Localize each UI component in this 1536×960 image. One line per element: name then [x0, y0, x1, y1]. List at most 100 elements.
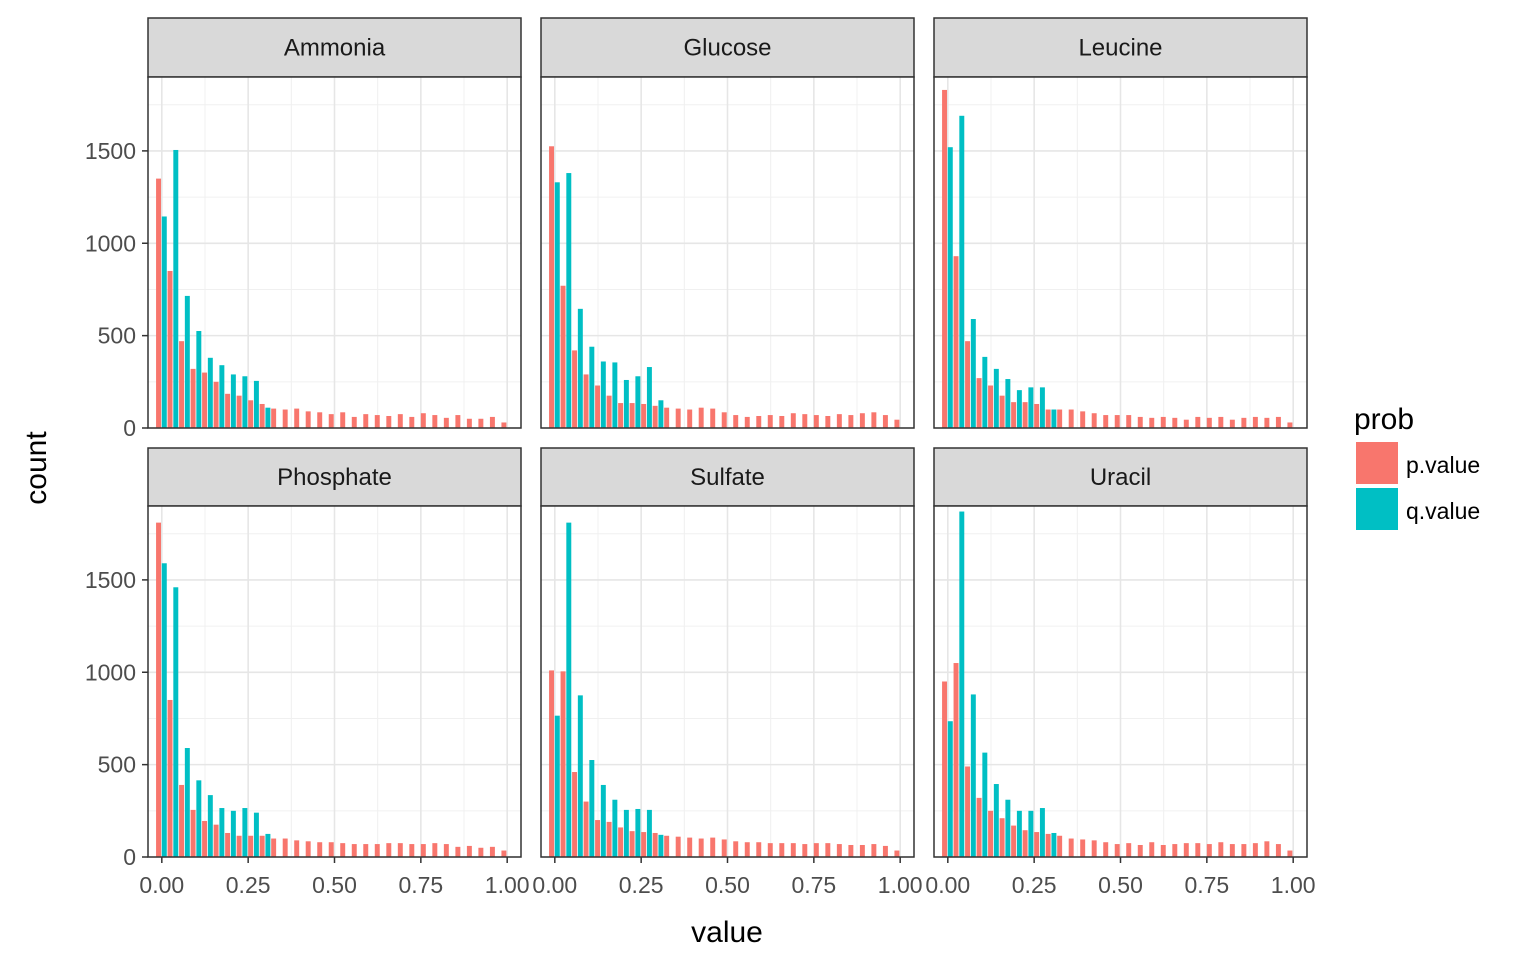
bar-p-value: [813, 843, 819, 857]
bar-p-value: [894, 419, 900, 428]
facet-leucine: Leucine: [933, 17, 1308, 429]
bar-p-value: [767, 843, 773, 857]
bar-q-value: [947, 721, 953, 857]
x-tick-label: 1.00: [878, 872, 923, 898]
bar-q-value: [646, 367, 652, 428]
bar-p-value: [606, 821, 612, 857]
bar-p-value: [965, 766, 971, 857]
bar-p-value: [1068, 838, 1074, 857]
bar-p-value: [282, 409, 288, 428]
bar-q-value: [566, 522, 572, 857]
bar-q-value: [1028, 387, 1034, 428]
bar-p-value: [1218, 416, 1224, 428]
bar-q-value: [554, 715, 560, 857]
bar-p-value: [351, 416, 357, 428]
bar-q-value: [1005, 799, 1011, 857]
bar-p-value: [1287, 422, 1293, 428]
bar-p-value: [641, 403, 647, 428]
bar-p-value: [305, 411, 311, 428]
panel-border: [933, 76, 1308, 429]
bar-p-value: [1206, 417, 1212, 428]
bar-p-value: [478, 847, 484, 857]
facet-uracil: Uracil: [933, 447, 1308, 858]
bar-q-value: [1051, 409, 1057, 428]
bar-p-value: [825, 843, 831, 857]
facet-title: Phosphate: [277, 464, 392, 491]
bar-p-value: [976, 797, 982, 857]
facet-strip: [540, 447, 915, 507]
bar-p-value: [489, 846, 495, 857]
bar-q-value: [1016, 390, 1022, 428]
legend-key-p-value: [1356, 442, 1398, 484]
facet-strip: [147, 447, 522, 507]
panel-border: [540, 76, 915, 429]
bar-p-value: [560, 285, 566, 428]
bars-glucose: [549, 146, 900, 428]
x-tick-label: 0.75: [791, 872, 836, 898]
bar-p-value: [744, 842, 750, 857]
bar-p-value: [225, 832, 231, 857]
bar-p-value: [721, 839, 727, 857]
bar-q-value: [1039, 387, 1045, 428]
bar-q-value: [207, 357, 213, 428]
facet-strip: [540, 17, 915, 78]
bar-p-value: [1022, 830, 1028, 857]
x-tick-label: 0.50: [312, 872, 357, 898]
bar-q-value: [577, 695, 583, 857]
bar-p-value: [501, 850, 507, 857]
bar-p-value: [1149, 417, 1155, 428]
bar-p-value: [420, 844, 426, 857]
bar-p-value: [1126, 843, 1132, 857]
facet-panels: Ammonia Glucose Leucine Phosphate Sulfate Ura…: [147, 17, 1308, 858]
bar-p-value: [420, 413, 426, 428]
bar-p-value: [432, 843, 438, 857]
bar-p-value: [1183, 419, 1189, 428]
bar-p-value: [721, 412, 727, 428]
bar-p-value: [1264, 417, 1270, 428]
bar-p-value: [466, 845, 472, 857]
bar-q-value: [242, 376, 248, 428]
y-tick-label: 1500: [85, 138, 136, 164]
bar-p-value: [595, 820, 601, 857]
bar-p-value: [549, 146, 555, 428]
bar-p-value: [1137, 844, 1143, 857]
x-axis-title: value: [691, 916, 763, 949]
bar-p-value: [248, 835, 254, 857]
bar-p-value: [698, 407, 704, 428]
bar-p-value: [1103, 842, 1109, 857]
facet-title: Sulfate: [690, 464, 765, 491]
bar-p-value: [374, 844, 380, 857]
bar-p-value: [363, 844, 369, 857]
bar-q-value: [184, 748, 190, 857]
bar-p-value: [202, 820, 208, 857]
bar-q-value: [600, 784, 606, 857]
bar-p-value: [583, 801, 589, 857]
bar-p-value: [744, 416, 750, 428]
bar-q-value: [230, 374, 236, 428]
bar-p-value: [790, 413, 796, 428]
bar-p-value: [802, 414, 808, 428]
bar-p-value: [871, 844, 877, 857]
bar-p-value: [1034, 832, 1040, 857]
facet-strip: [147, 17, 522, 78]
bar-p-value: [942, 681, 948, 857]
bar-p-value: [1275, 416, 1281, 428]
panel-grid: [934, 506, 1307, 858]
bar-p-value: [1068, 409, 1074, 428]
bar-p-value: [156, 178, 162, 428]
bar-p-value: [1114, 415, 1120, 428]
bar-q-value: [970, 694, 976, 857]
bar-p-value: [560, 671, 566, 857]
bar-q-value: [207, 795, 213, 857]
x-tick-label: 0.00: [139, 872, 184, 898]
bar-p-value: [363, 414, 369, 428]
bar-p-value: [1114, 844, 1120, 857]
bar-p-value: [871, 412, 877, 428]
bars-ammonia: [156, 149, 507, 428]
y-tick-label: 500: [98, 752, 136, 778]
bar-p-value: [202, 372, 208, 428]
bar-p-value: [478, 418, 484, 428]
y-axes: 0 500 1000 1500 0 500 1000 1500: [85, 138, 148, 870]
bar-q-value: [196, 331, 202, 428]
